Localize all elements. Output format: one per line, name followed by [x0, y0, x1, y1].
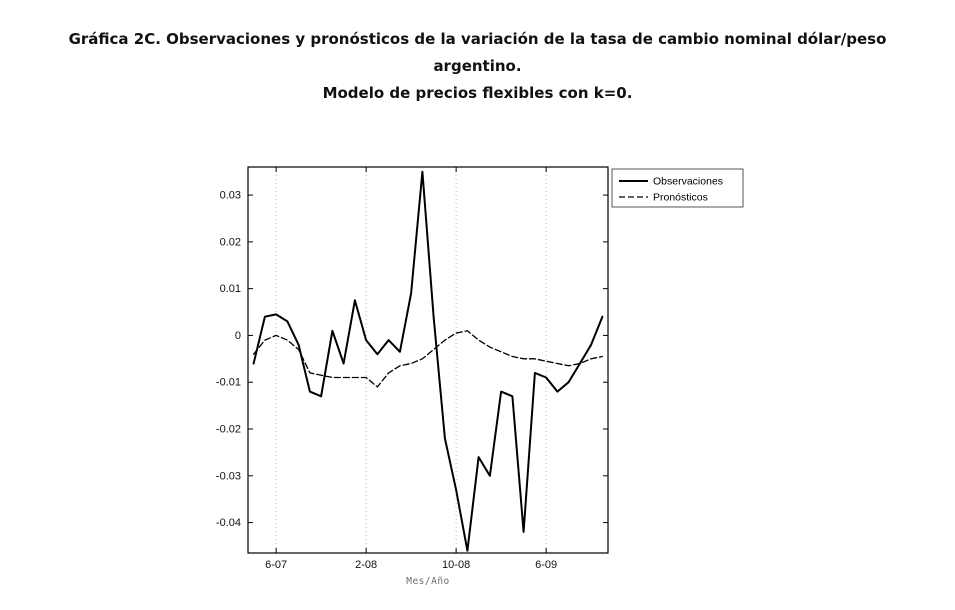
series-line-dashed: [252, 330, 604, 388]
y-tick-label: -0.04: [216, 517, 241, 529]
chart-svg: 6-07 2-08 10-08 6-09 0.03 0.02 0.01 0 -0.01 -0.02…: [216, 166, 744, 587]
y-tick-label: -0.03: [216, 470, 241, 482]
figure-title: Gráfica 2C. Observaciones y pronósticos …: [68, 30, 887, 75]
y-tick-label: 0.01: [220, 283, 241, 295]
x-tick-label: 2-08: [355, 559, 377, 571]
legend-label: Observaciones: [653, 176, 723, 188]
x-axis-label: Mes/Año: [406, 576, 450, 587]
y-tick-label: 0.02: [220, 236, 241, 248]
axis-ticks-group: [248, 167, 608, 553]
series-lines-group: [252, 170, 604, 552]
figure-title-block: Gráfica 2C. Observaciones y pronósticos …: [0, 26, 955, 107]
y-tick-label: 0: [235, 330, 241, 342]
plot-frame: [247, 166, 609, 554]
legend-box: [611, 168, 744, 208]
y-tick-label: 0.03: [220, 190, 241, 202]
axis-labels-group: 6-07 2-08 10-08 6-09 0.03 0.02 0.01 0 -0.01 -0.02…: [216, 190, 557, 571]
legend-label: Pronósticos: [653, 192, 708, 204]
legend-group: Observaciones Pronósticos: [611, 168, 744, 208]
chart-area: 6-07 2-08 10-08 6-09 0.03 0.02 0.01 0 -0.01 -0.02…: [170, 150, 770, 610]
y-tick-label: -0.02: [216, 424, 241, 436]
gridlines-group: [275, 167, 547, 553]
series-line-solid: [252, 170, 604, 552]
y-tick-label: -0.01: [216, 377, 241, 389]
x-tick-label: 10-08: [442, 559, 470, 571]
figure-subtitle: Modelo de precios flexibles con k=0.: [322, 84, 633, 102]
x-tick-label: 6-07: [265, 559, 287, 571]
x-tick-label: 6-09: [535, 559, 557, 571]
